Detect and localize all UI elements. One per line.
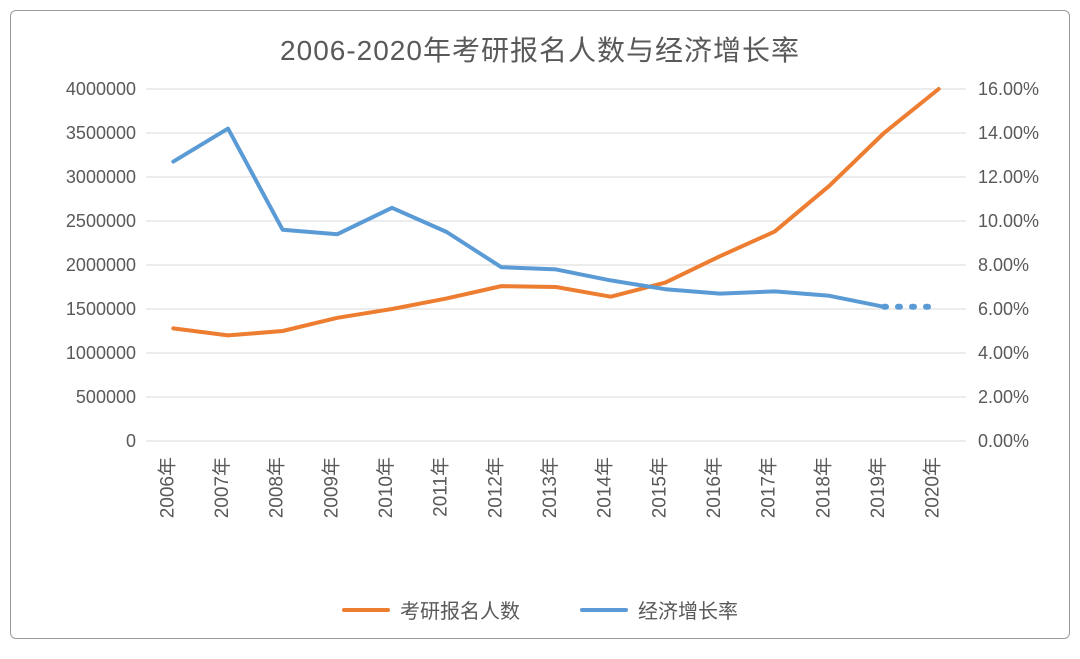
chart-title: 2006-2020年考研报名人数与经济增长率 [11,11,1069,69]
svg-text:2008年: 2008年 [266,457,288,518]
svg-text:1000000: 1000000 [66,343,136,363]
svg-text:2013年: 2013年 [539,457,561,518]
svg-text:8.00%: 8.00% [978,255,1029,275]
svg-text:1500000: 1500000 [66,299,136,319]
svg-text:4.00%: 4.00% [978,343,1029,363]
svg-text:2000000: 2000000 [66,255,136,275]
legend-swatch-series-1 [342,608,390,612]
svg-text:10.00%: 10.00% [978,211,1039,231]
svg-text:2014年: 2014年 [594,457,616,518]
legend-item-series-2: 经济增长率 [580,595,738,624]
legend-label-series-1: 考研报名人数 [400,595,520,624]
svg-text:2020年: 2020年 [922,457,944,518]
legend-item-series-1: 考研报名人数 [342,595,520,624]
plot-area: 0 500000 1000000 1500000 2000000 2500000 30000… [11,81,1069,588]
svg-text:2011年: 2011年 [430,457,452,517]
svg-text:3500000: 3500000 [66,123,136,143]
svg-text:2.00%: 2.00% [978,387,1029,407]
svg-text:14.00%: 14.00% [978,123,1039,143]
svg-text:6.00%: 6.00% [978,299,1029,319]
svg-text:2019年: 2019年 [867,457,889,518]
chart-container: 2006-2020年考研报名人数与经济增长率 0 500000 1000000 150… [10,10,1070,639]
svg-text:2007年: 2007年 [211,457,233,518]
svg-text:2006年: 2006年 [156,457,178,518]
svg-text:2010年: 2010年 [375,457,397,518]
svg-text:2009年: 2009年 [320,457,342,518]
svg-text:12.00%: 12.00% [978,167,1039,187]
chart-svg: 0 500000 1000000 1500000 2000000 2500000 30000… [11,81,1071,591]
legend-label-series-2: 经济增长率 [638,595,738,624]
svg-text:0: 0 [126,431,136,451]
svg-text:3000000: 3000000 [66,167,136,187]
svg-text:2018年: 2018年 [812,457,834,518]
svg-text:2016年: 2016年 [703,457,725,518]
svg-text:2012年: 2012年 [484,457,506,518]
svg-text:2500000: 2500000 [66,211,136,231]
legend-swatch-series-2 [580,608,628,612]
svg-text:16.00%: 16.00% [978,81,1039,99]
svg-text:500000: 500000 [76,387,136,407]
svg-text:4000000: 4000000 [66,81,136,99]
svg-text:0.00%: 0.00% [978,431,1029,451]
legend: 考研报名人数 经济增长率 [11,595,1069,624]
svg-text:2015年: 2015年 [648,457,670,518]
svg-text:2017年: 2017年 [758,457,780,518]
